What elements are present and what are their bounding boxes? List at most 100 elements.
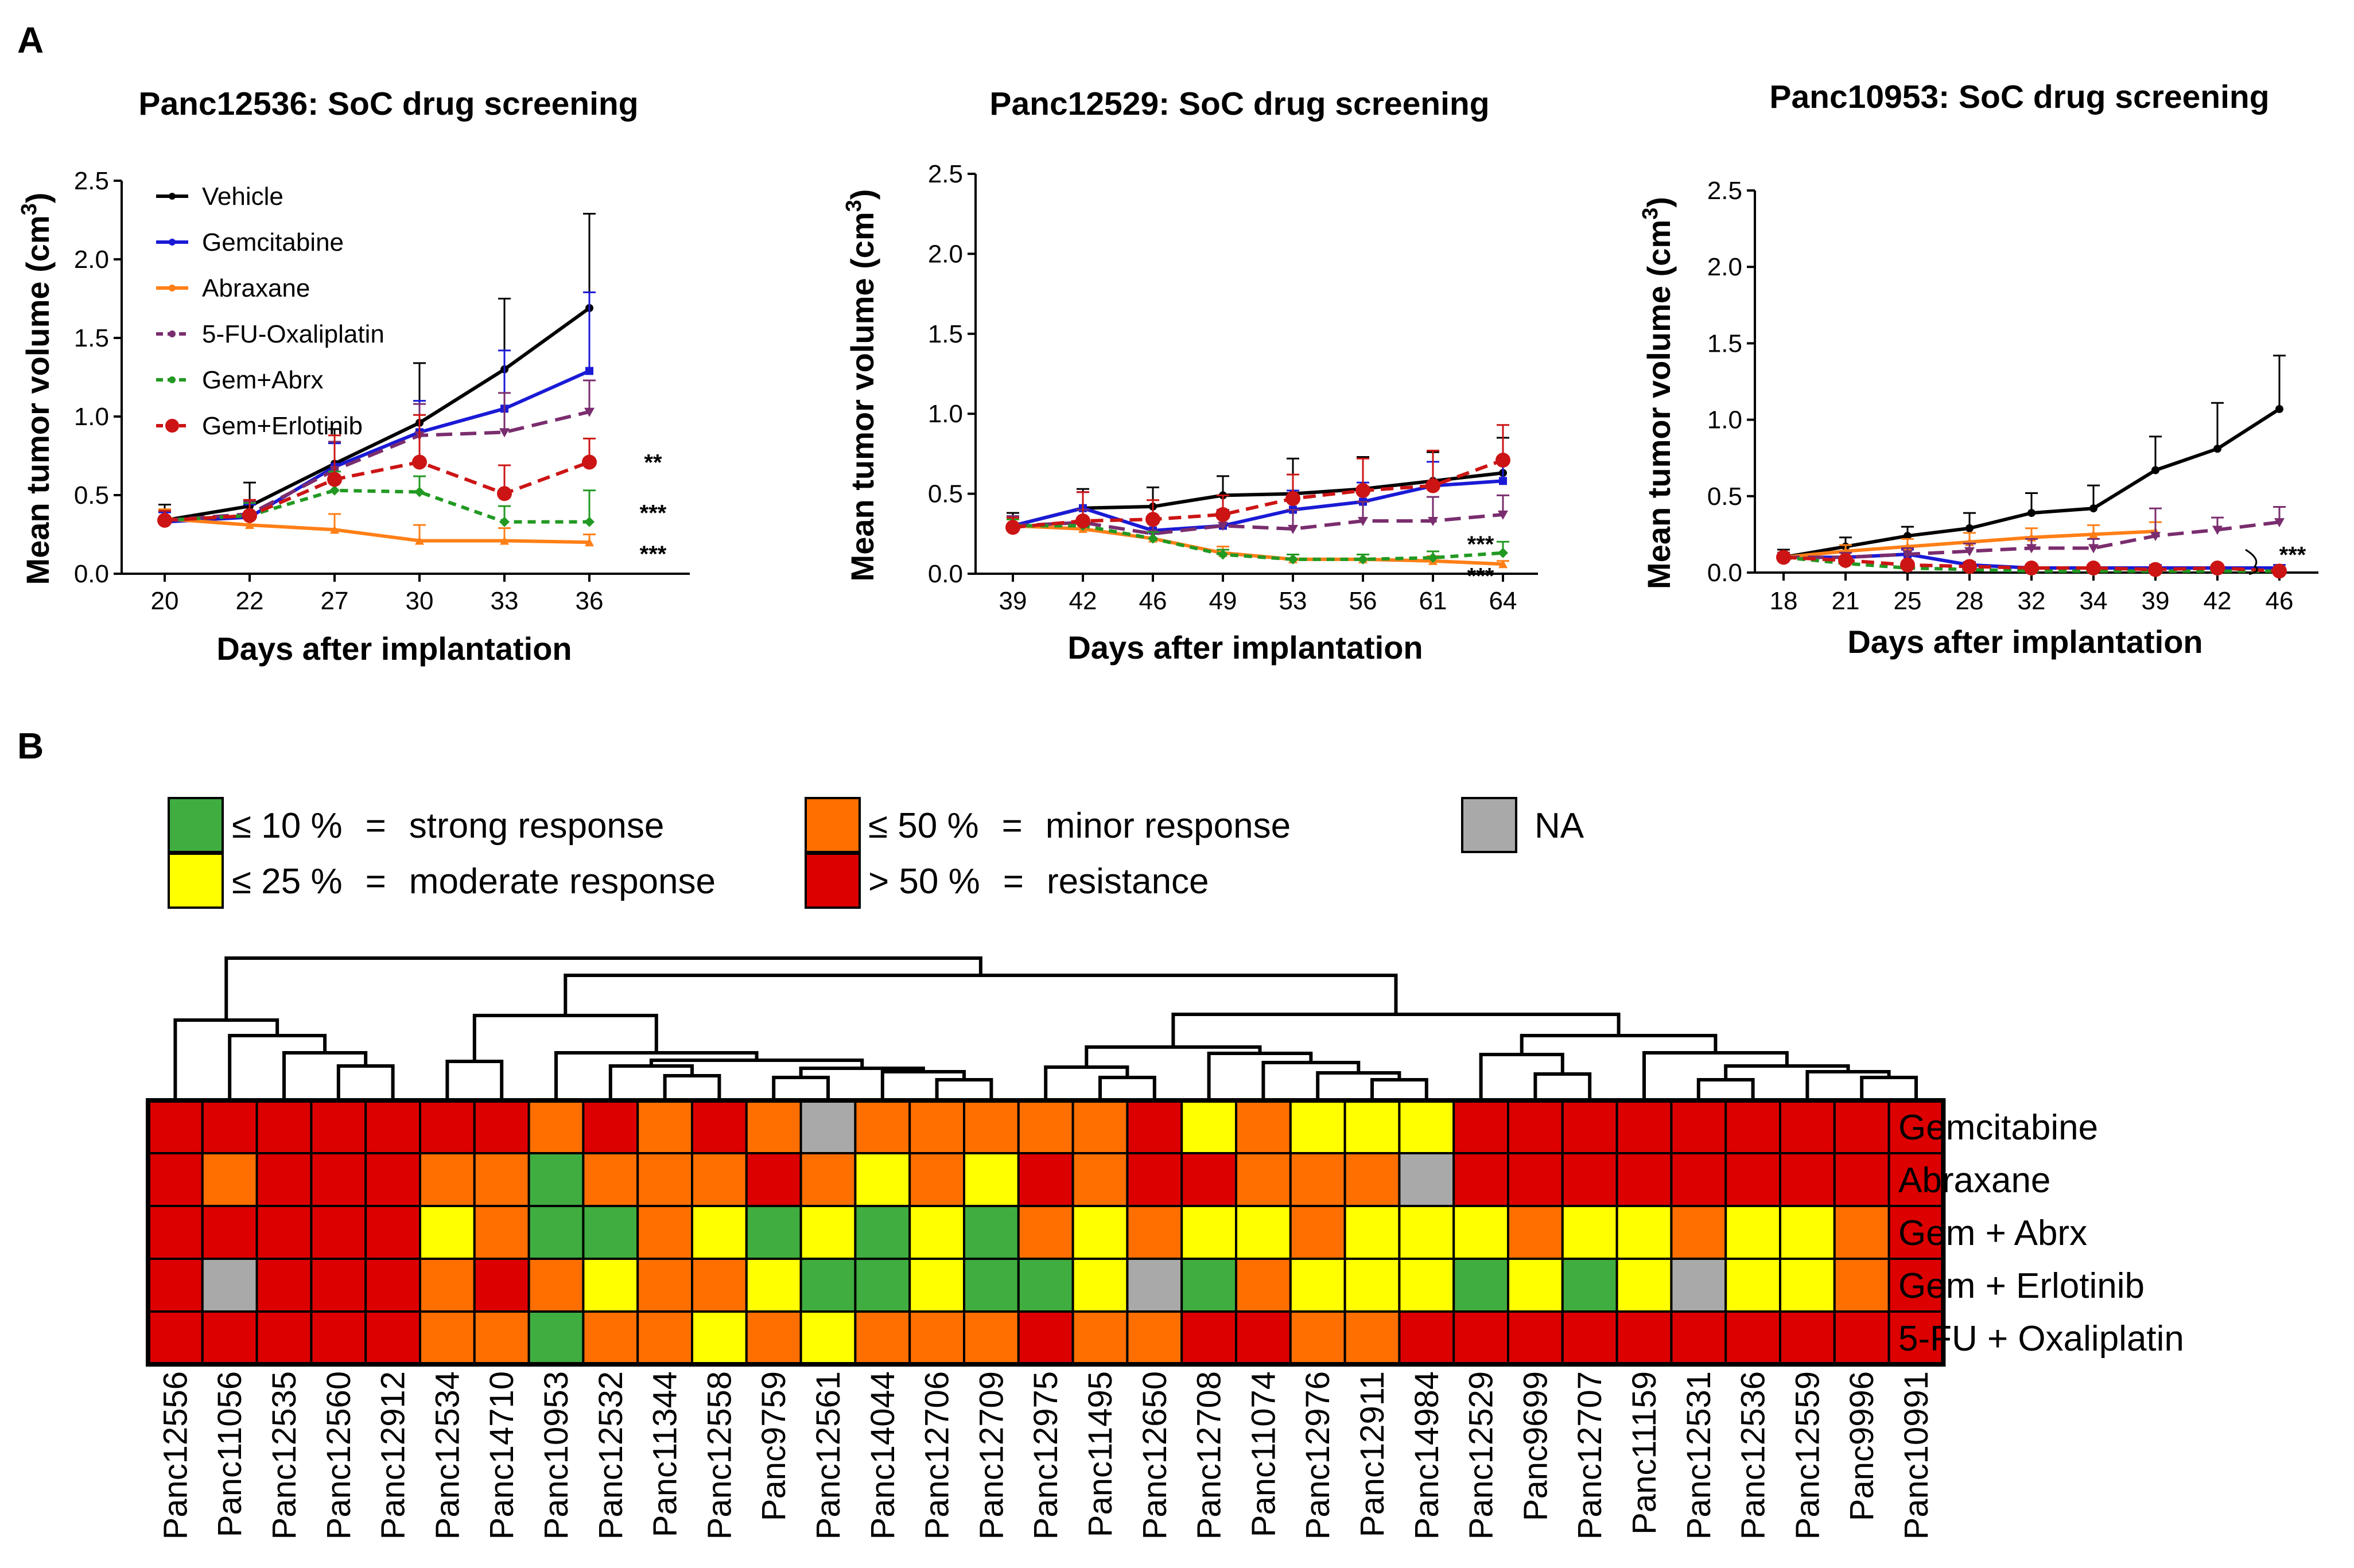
heatmap-column-label: Panc12911 xyxy=(1354,1371,1391,1537)
heatmap-cell xyxy=(1017,1310,1074,1365)
heatmap-cell xyxy=(1507,1099,1564,1154)
heatmap-column-label: Panc11159 xyxy=(1626,1371,1663,1535)
heatmap-cell xyxy=(364,1099,422,1154)
heatmap-cell xyxy=(1126,1205,1183,1260)
heatmap-cell xyxy=(1561,1099,1618,1154)
heatmap-cell xyxy=(310,1152,367,1207)
significance-annotation: *** xyxy=(640,542,667,567)
significance-annotation: *** xyxy=(2279,543,2306,568)
dendrogram-link xyxy=(224,956,982,1020)
heatmap-column-label: Panc11344 xyxy=(647,1371,684,1537)
data-point xyxy=(2089,504,2097,513)
heatmap-cell xyxy=(364,1310,422,1365)
y-axis-title-superscript: 3 xyxy=(842,200,866,212)
data-point xyxy=(1776,550,1791,565)
data-point xyxy=(1288,554,1298,565)
heatmap-cell xyxy=(527,1152,585,1207)
heatmap-cell xyxy=(419,1310,476,1365)
data-point xyxy=(1498,547,1508,558)
heatmap-column-label: Panc14044 xyxy=(864,1371,902,1539)
data-point xyxy=(2151,466,2159,474)
heatmap-cell xyxy=(310,1310,367,1365)
data-point xyxy=(584,516,595,527)
legend-swatch-o xyxy=(805,797,861,853)
x-tick-label: 56 xyxy=(1349,587,1377,615)
heatmap-column-label: Panc9759 xyxy=(755,1371,793,1521)
heatmap-column-label: Panc12536 xyxy=(1735,1371,1772,1539)
legend-marker xyxy=(169,330,176,337)
data-point xyxy=(1904,532,1912,540)
legend-swatch-y xyxy=(168,853,224,909)
heatmap-cell xyxy=(1779,1099,1836,1154)
heatmap-cell xyxy=(582,1310,639,1365)
heatmap-cell xyxy=(582,1205,639,1260)
data-point xyxy=(2272,563,2287,579)
heatmap-cell xyxy=(1180,1152,1237,1207)
data-point xyxy=(585,367,593,375)
heatmap-cell xyxy=(854,1310,911,1365)
heatmap-cell xyxy=(636,1310,693,1365)
heatmap-cell xyxy=(1615,1099,1673,1154)
heatmap-cell xyxy=(799,1205,857,1260)
dendrogram-link xyxy=(336,1064,395,1100)
data-point xyxy=(414,487,425,497)
heatmap-cell xyxy=(1615,1152,1673,1207)
y-axis-title-main: Mean tumor volume (cm xyxy=(1641,220,1677,589)
dendrogram-link xyxy=(1261,1061,1361,1100)
heatmap-cell xyxy=(799,1258,857,1313)
data-point xyxy=(1902,550,1913,560)
heatmap-cell xyxy=(1017,1152,1074,1207)
heatmap-cell xyxy=(147,1152,204,1207)
heatmap-cell xyxy=(419,1152,476,1207)
heatmap-column-label: Panc11056 xyxy=(211,1371,248,1537)
heatmap-cell xyxy=(1670,1310,1727,1365)
dendrogram-link xyxy=(1533,1072,1592,1100)
heatmap-cell xyxy=(582,1258,639,1313)
series-gem-erlotinib xyxy=(157,414,597,528)
heatmap-cell xyxy=(1724,1099,1781,1154)
series-line xyxy=(164,410,590,522)
dendrogram-link xyxy=(282,1051,368,1100)
heatmap-column-label: Panc14984 xyxy=(1408,1371,1446,1539)
heatmap-cell xyxy=(310,1205,367,1260)
heatmap-cell xyxy=(1126,1258,1183,1313)
y-axis-title: Mean tumor volume (cm3) xyxy=(842,189,880,582)
heatmap-cell xyxy=(1670,1099,1727,1154)
heatmap-cell xyxy=(1235,1152,1292,1207)
legend-marker xyxy=(169,239,176,246)
heatmap-cell xyxy=(147,1258,204,1313)
dendrogram xyxy=(173,956,1918,1100)
x-axis-title: Days after implantation xyxy=(216,631,572,667)
heatmap-cell xyxy=(799,1310,857,1365)
heatmap-cell xyxy=(1398,1205,1455,1260)
legend-entry: ≤ 50 % = minor response xyxy=(868,806,1291,846)
series-gem-erlotinib xyxy=(1776,550,2287,579)
dendrogram-link xyxy=(228,1034,327,1100)
heatmap-cell xyxy=(1561,1258,1618,1313)
heatmap-cell xyxy=(1180,1310,1237,1365)
heatmap-cell xyxy=(1398,1099,1455,1154)
heatmap-cell xyxy=(1180,1099,1237,1154)
x-tick-label: 32 xyxy=(2018,587,2046,615)
y-axis-title: Mean tumor volume (cm3) xyxy=(17,193,56,585)
data-point xyxy=(2148,562,2163,577)
heatmap-cell xyxy=(1289,1258,1346,1313)
heatmap-cell xyxy=(745,1205,802,1260)
legend-category: minor response xyxy=(1046,806,1291,846)
legend-category: resistance xyxy=(1047,862,1209,901)
x-tick-label: 20 xyxy=(151,587,179,615)
heatmap-cell xyxy=(963,1099,1020,1154)
legend-threshold: > 50 % xyxy=(868,862,980,901)
heatmap-cell xyxy=(364,1152,422,1207)
heatmap-column-label: Panc12975 xyxy=(1027,1371,1065,1539)
chart-title: Panc12529: SoC drug screening xyxy=(989,85,1489,122)
x-tick-label: 28 xyxy=(1956,587,1984,615)
y-tick-label: 1.5 xyxy=(928,320,963,348)
x-tick-label: 39 xyxy=(2142,587,2170,615)
heatmap-cell xyxy=(1452,1258,1509,1313)
dendrogram-link xyxy=(935,1078,993,1100)
heatmap-cell xyxy=(691,1099,748,1154)
data-point xyxy=(1148,533,1158,544)
heatmap-cell xyxy=(1289,1099,1346,1154)
data-point xyxy=(1218,522,1228,531)
